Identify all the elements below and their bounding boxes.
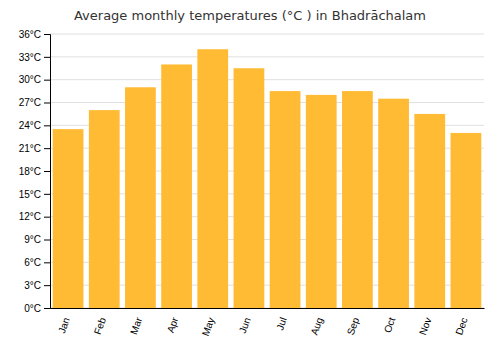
- bar: [306, 95, 337, 308]
- bar: [270, 91, 301, 308]
- x-tick: Jan: [56, 316, 72, 335]
- y-tick: 15°C: [19, 189, 50, 200]
- y-axis-line: [44, 35, 51, 309]
- x-axis-line: [51, 308, 485, 309]
- bar: [342, 91, 373, 308]
- x-tick: Jun: [237, 316, 253, 335]
- y-tick-mark: [44, 171, 50, 172]
- x-tick: Mar: [128, 315, 144, 336]
- x-tick: Feb: [92, 315, 108, 335]
- y-tick-label: 33°C: [19, 52, 41, 63]
- y-tick-mark: [44, 194, 50, 195]
- y-tick: 6°C: [24, 257, 50, 268]
- x-tick: Sep: [345, 315, 362, 336]
- y-tick: 33°C: [19, 52, 50, 63]
- y-tick: 30°C: [19, 74, 50, 85]
- bar: [89, 110, 120, 308]
- x-tick: Apr: [165, 315, 181, 334]
- y-tick: 9°C: [24, 234, 50, 245]
- chart: Average monthly temperatures (°C ) in Bh…: [0, 0, 500, 350]
- grid-line: [50, 56, 484, 57]
- x-tick-label: May: [200, 316, 217, 338]
- y-tick: 27°C: [19, 97, 50, 108]
- x-tick-label: Oct: [382, 316, 398, 335]
- y-tick: 12°C: [19, 211, 50, 222]
- y-tick-mark: [44, 148, 50, 149]
- y-tick-mark: [44, 262, 50, 263]
- y-tick: 21°C: [19, 143, 50, 154]
- y-tick-mark: [44, 103, 50, 104]
- bar: [378, 99, 409, 308]
- x-tick-label: Dec: [453, 316, 469, 336]
- x-tick-label: Mar: [128, 315, 144, 336]
- bar: [161, 64, 192, 308]
- bar: [53, 129, 84, 308]
- y-tick-label: 36°C: [19, 29, 41, 40]
- x-tick: Jul: [274, 316, 289, 332]
- bar: [234, 68, 265, 308]
- bar: [125, 87, 156, 308]
- x-tick-label: Jun: [237, 316, 253, 335]
- y-axis: 0°C 3°C 6°C 9°C 12°C 15°C 18°C 21°C 24°C 27°C 30°C…: [19, 29, 51, 314]
- y-tick-mark: [44, 240, 50, 241]
- y-tick: 18°C: [19, 166, 50, 177]
- y-tick-label: 27°C: [19, 97, 41, 108]
- bar: [414, 114, 445, 308]
- grid-line: [50, 34, 484, 35]
- y-tick-label: 12°C: [19, 211, 41, 222]
- grid-line: [50, 102, 484, 103]
- bar: [451, 133, 482, 308]
- y-tick-label: 24°C: [19, 120, 41, 131]
- y-tick-label: 21°C: [19, 143, 41, 154]
- plot: 0°C 3°C 6°C 9°C 12°C 15°C 18°C 21°C 24°C 27°C 30°C…: [19, 29, 485, 338]
- x-tick-label: Apr: [165, 315, 181, 334]
- y-tick-mark: [44, 308, 50, 309]
- y-tick: 0°C: [24, 303, 50, 314]
- x-tick-label: Jul: [274, 316, 289, 332]
- grid-line: [50, 79, 484, 80]
- x-tick-label: Nov: [417, 316, 433, 336]
- bar: [197, 49, 228, 308]
- x-tick: Nov: [417, 316, 433, 336]
- x-tick: Oct: [382, 316, 398, 335]
- x-tick: Dec: [453, 316, 469, 336]
- y-tick-mark: [44, 125, 50, 126]
- x-axis: Jan Feb Mar Apr May Jun Jul Aug Sep Oct Nov Dec: [51, 309, 485, 338]
- y-tick: 36°C: [19, 29, 50, 40]
- x-tick: Aug: [309, 316, 325, 336]
- title: Average monthly temperatures (°C ) in Bh…: [74, 8, 426, 23]
- x-tick-label: Jan: [56, 316, 72, 335]
- y-tick: 24°C: [19, 120, 50, 131]
- y-tick-label: 30°C: [19, 74, 41, 85]
- y-tick-label: 9°C: [24, 234, 41, 245]
- y-tick-mark: [44, 57, 50, 58]
- x-tick-label: Aug: [309, 316, 325, 336]
- y-tick-label: 18°C: [19, 166, 41, 177]
- y-tick-label: 0°C: [24, 303, 41, 314]
- y-tick-label: 3°C: [24, 280, 41, 291]
- y-tick-mark: [44, 34, 50, 35]
- y-tick-mark: [44, 80, 50, 81]
- y-tick-label: 15°C: [19, 189, 41, 200]
- x-tick-label: Feb: [92, 315, 108, 335]
- y-tick-mark: [44, 217, 50, 218]
- bars: [53, 49, 482, 308]
- y-tick-label: 6°C: [24, 257, 41, 268]
- x-tick-label: Sep: [345, 315, 362, 336]
- y-tick-mark: [44, 285, 50, 286]
- grid: [50, 34, 484, 308]
- y-tick: 3°C: [24, 280, 50, 291]
- x-tick: May: [200, 316, 217, 338]
